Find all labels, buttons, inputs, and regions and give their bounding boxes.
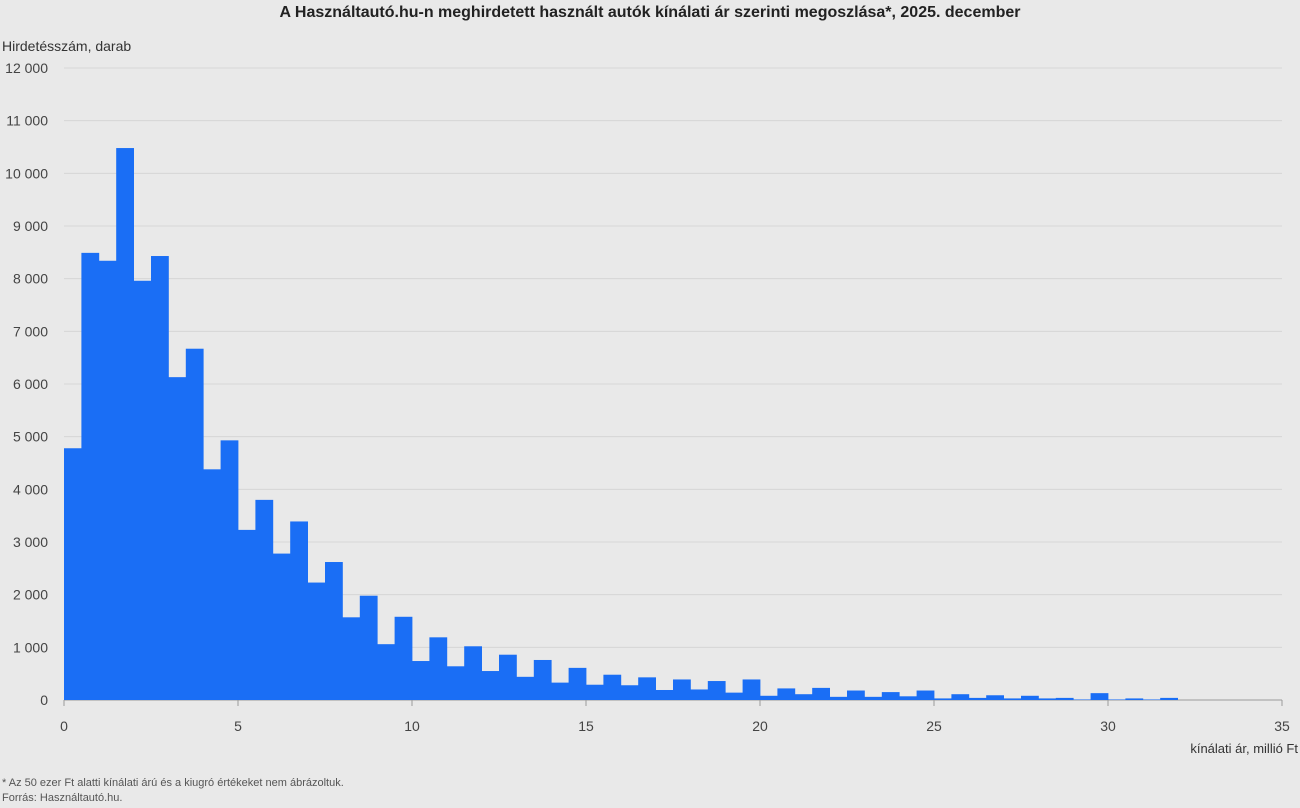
histogram-bar xyxy=(725,692,743,700)
histogram-bar xyxy=(655,689,674,700)
x-axis-label: kínálati ár, millió Ft xyxy=(1190,741,1298,756)
histogram-bar xyxy=(377,644,395,700)
y-tick-label: 9 000 xyxy=(13,218,48,234)
source-note: Forrás: Használtautó.hu. xyxy=(2,792,123,804)
histogram-bar xyxy=(673,679,691,700)
x-tick-label: 30 xyxy=(1100,718,1116,734)
histogram-bar xyxy=(794,694,813,700)
y-tick-label: 1 000 xyxy=(13,639,48,655)
histogram-bar xyxy=(568,667,587,700)
histogram-bar xyxy=(464,646,482,700)
x-tick-label: 0 xyxy=(60,718,68,734)
histogram-bar xyxy=(220,440,239,700)
x-tick-label: 5 xyxy=(234,718,242,734)
histogram-bar xyxy=(916,690,935,700)
histogram-bar xyxy=(1142,699,1161,700)
histogram-bar xyxy=(98,260,117,700)
histogram-bar xyxy=(290,521,308,700)
footnote: * Az 50 ezer Ft alatti kínálati árú és a… xyxy=(2,777,344,789)
y-tick-label: 6 000 xyxy=(13,376,48,392)
y-tick-label: 3 000 xyxy=(13,534,48,550)
y-axis-label: Hirdetésszám, darab xyxy=(2,38,132,54)
histogram-bar xyxy=(342,617,361,700)
x-tick-labels: 0 5 10 15 20 25 30 35 xyxy=(60,700,1290,734)
histogram-bar xyxy=(81,252,100,701)
histogram-bar xyxy=(742,679,761,700)
histogram-bar xyxy=(359,595,378,700)
x-tick-label: 35 xyxy=(1274,718,1290,734)
histogram-bar xyxy=(1055,697,1074,700)
histogram-bar xyxy=(1038,698,1057,700)
y-tick-label: 7 000 xyxy=(13,323,48,339)
histogram-bar xyxy=(586,684,604,700)
histogram-bar xyxy=(116,148,134,700)
histogram-bar xyxy=(899,696,917,700)
histogram-bar xyxy=(272,553,291,700)
histogram-bar xyxy=(1160,697,1178,700)
histogram-bar xyxy=(881,692,900,700)
histogram-bar xyxy=(394,616,413,700)
y-tick-label: 10 000 xyxy=(5,165,48,181)
histogram-bar xyxy=(864,696,883,700)
y-tick-label: 0 xyxy=(40,692,48,708)
histogram-bar xyxy=(847,690,865,700)
histogram-bar xyxy=(516,676,535,700)
y-tick-label: 11 000 xyxy=(6,113,48,129)
y-tick-labels: 0 1 000 2 000 3 000 4 000 5 000 6 000 7 000 8 00… xyxy=(5,60,48,708)
histogram-bar xyxy=(255,499,274,700)
chart-title: A Használtautó.hu-n meghirdetett használ… xyxy=(279,4,1021,21)
histogram-bar xyxy=(638,677,656,700)
histogram-bar xyxy=(412,661,430,700)
histogram-bar xyxy=(986,695,1004,700)
y-tick-label: 5 000 xyxy=(13,429,48,445)
histogram-bar xyxy=(168,377,187,700)
histogram-bar xyxy=(603,674,622,700)
x-tick-label: 20 xyxy=(752,718,768,734)
x-tick-label: 25 xyxy=(926,718,942,734)
histogram-bar xyxy=(325,562,343,700)
histogram-bar xyxy=(620,685,639,700)
y-tick-label: 2 000 xyxy=(13,587,48,603)
histogram-bar xyxy=(429,637,448,700)
x-tick-label: 15 xyxy=(578,718,594,734)
histogram-bar xyxy=(446,666,465,700)
histogram-bar xyxy=(1073,699,1091,700)
histogram-bar xyxy=(1021,695,1039,700)
histogram-bar xyxy=(307,582,326,700)
histogram-bar xyxy=(481,671,500,700)
histogram-bar xyxy=(185,348,204,700)
histogram-bar xyxy=(238,529,256,700)
histogram-bar xyxy=(812,687,830,700)
histogram-bar xyxy=(1125,698,1144,700)
x-tick-label: 10 xyxy=(404,718,420,734)
histogram-bar xyxy=(499,654,517,700)
histogram-bar xyxy=(1108,699,1126,700)
histogram-bar xyxy=(1090,693,1109,700)
histogram-bar xyxy=(151,256,169,700)
histogram-bar xyxy=(777,688,796,700)
histogram-bar xyxy=(968,697,987,700)
y-tick-label: 12 000 xyxy=(5,60,48,76)
histogram-bar xyxy=(934,698,952,700)
histogram-bar xyxy=(707,681,726,700)
histogram-bar xyxy=(829,696,848,700)
histogram-bar xyxy=(203,469,221,700)
y-tick-label: 8 000 xyxy=(13,271,48,287)
histogram-bar xyxy=(951,694,970,700)
histogram-bar xyxy=(1003,698,1022,700)
histogram-bar xyxy=(760,695,778,700)
histogram-bar xyxy=(551,682,569,700)
histogram-bar xyxy=(690,689,709,700)
histogram-bar xyxy=(64,448,82,700)
histogram-bar xyxy=(533,659,552,700)
bars xyxy=(64,148,1178,701)
histogram-bar xyxy=(133,280,152,700)
y-tick-label: 4 000 xyxy=(13,481,48,497)
